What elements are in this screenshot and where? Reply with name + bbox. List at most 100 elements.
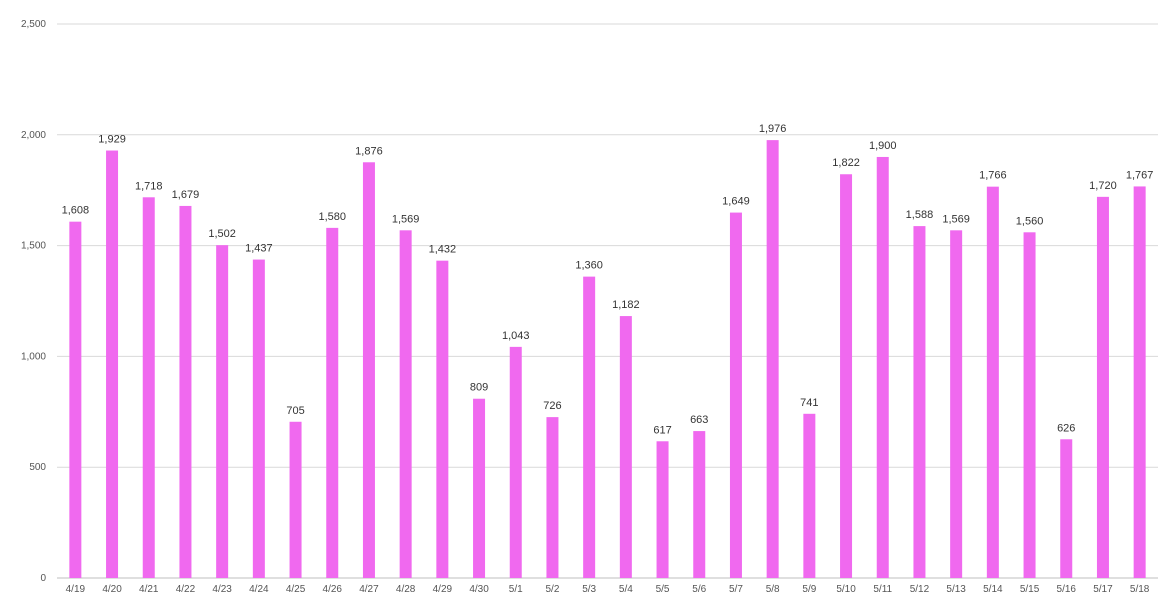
y-tick-label: 1,000 bbox=[21, 351, 46, 362]
x-tick-label: 4/28 bbox=[396, 584, 416, 595]
x-tick-label: 4/25 bbox=[286, 584, 306, 595]
data-label: 1,718 bbox=[135, 180, 163, 192]
x-tick-label: 5/1 bbox=[509, 584, 523, 595]
bar-5-16 bbox=[1060, 439, 1073, 578]
data-label: 741 bbox=[800, 397, 818, 409]
bar-5-17 bbox=[1096, 196, 1109, 578]
data-label: 1,437 bbox=[245, 243, 273, 255]
bar-4-20 bbox=[106, 150, 119, 578]
bar-5-5 bbox=[656, 441, 669, 578]
data-label: 1,876 bbox=[355, 145, 383, 157]
y-tick-label: 500 bbox=[29, 462, 46, 473]
data-label: 1,649 bbox=[722, 196, 750, 208]
bar-5-1 bbox=[509, 346, 522, 578]
x-tick-label: 5/14 bbox=[983, 584, 1003, 595]
x-tick-label: 4/19 bbox=[66, 584, 86, 595]
bar-5-7 bbox=[729, 212, 742, 578]
data-label: 705 bbox=[286, 405, 304, 417]
data-label: 1,502 bbox=[208, 228, 236, 240]
x-tick-label: 4/29 bbox=[433, 584, 453, 595]
data-label: 809 bbox=[470, 382, 488, 394]
data-label: 1,588 bbox=[906, 209, 934, 221]
bar-5-3 bbox=[583, 276, 596, 578]
bar-5-18 bbox=[1133, 186, 1146, 578]
y-tick-label: 1,500 bbox=[21, 241, 46, 252]
bar-5-6 bbox=[693, 431, 706, 578]
bar-5-12 bbox=[913, 226, 926, 579]
data-label: 1,929 bbox=[98, 134, 126, 146]
data-label: 663 bbox=[690, 414, 708, 426]
data-label: 1,360 bbox=[575, 260, 603, 272]
bar-5-11 bbox=[876, 156, 889, 578]
x-tick-label: 5/8 bbox=[766, 584, 780, 595]
data-label: 1,767 bbox=[1126, 169, 1154, 181]
x-tick-label: 4/27 bbox=[359, 584, 379, 595]
bar-5-10 bbox=[840, 174, 853, 578]
bar-5-2 bbox=[546, 417, 559, 578]
x-tick-label: 4/20 bbox=[102, 584, 122, 595]
x-tick-label: 5/16 bbox=[1057, 584, 1077, 595]
x-tick-label: 4/26 bbox=[323, 584, 343, 595]
bars-layer bbox=[69, 140, 1146, 579]
data-label: 1,560 bbox=[1016, 215, 1044, 227]
y-tick-label: 2,000 bbox=[21, 130, 46, 141]
x-tick-label: 4/23 bbox=[212, 584, 232, 595]
x-axis-ticks: 4/19 4/20 4/21 4/22 4/23 4/24 4/25 4/26 4/27 4/28… bbox=[66, 584, 1150, 595]
x-tick-label: 5/13 bbox=[946, 584, 966, 595]
bar-4-30 bbox=[473, 398, 486, 578]
bar-5-9 bbox=[803, 413, 816, 578]
x-tick-label: 5/10 bbox=[836, 584, 856, 595]
data-label: 1,432 bbox=[429, 244, 457, 256]
data-label: 617 bbox=[653, 424, 671, 436]
x-tick-label: 5/7 bbox=[729, 584, 743, 595]
bar-4-26 bbox=[326, 227, 339, 578]
bar-5-8 bbox=[766, 140, 779, 578]
y-tick-label: 0 bbox=[40, 573, 46, 584]
data-label: 726 bbox=[543, 400, 561, 412]
bar-4-28 bbox=[399, 230, 412, 578]
bar-4-19 bbox=[69, 221, 82, 578]
data-label: 1,822 bbox=[832, 157, 860, 169]
grid-layer bbox=[57, 23, 1158, 579]
data-label: 1,720 bbox=[1089, 180, 1117, 192]
x-tick-label: 5/15 bbox=[1020, 584, 1040, 595]
x-tick-label: 4/22 bbox=[176, 584, 196, 595]
y-tick-label: 2,500 bbox=[21, 19, 46, 30]
bar-4-21 bbox=[142, 197, 155, 578]
data-label: 1,976 bbox=[759, 123, 787, 135]
bar-5-4 bbox=[619, 316, 632, 578]
data-labels-layer: 1,608 1,929 1,718 1,679 1,502 1,437 705 1,580 1,… bbox=[62, 123, 1154, 436]
x-tick-label: 4/30 bbox=[469, 584, 489, 595]
bar-5-13 bbox=[950, 230, 963, 578]
data-label: 1,182 bbox=[612, 299, 640, 311]
y-axis-ticks: 0 500 1,000 1,500 2,000 2,500 bbox=[21, 19, 46, 584]
data-label: 1,043 bbox=[502, 330, 530, 342]
data-label: 626 bbox=[1057, 422, 1075, 434]
data-label: 1,900 bbox=[869, 140, 897, 152]
x-tick-label: 5/18 bbox=[1130, 584, 1150, 595]
x-tick-label: 5/2 bbox=[545, 584, 559, 595]
bar-4-23 bbox=[216, 245, 229, 578]
data-label: 1,569 bbox=[942, 213, 970, 225]
bar-4-22 bbox=[179, 205, 192, 578]
x-tick-label: 5/6 bbox=[692, 584, 706, 595]
data-label: 1,679 bbox=[172, 189, 200, 201]
x-tick-label: 5/3 bbox=[582, 584, 596, 595]
bar-4-25 bbox=[289, 421, 302, 578]
bar-4-27 bbox=[362, 162, 375, 579]
x-tick-label: 4/24 bbox=[249, 584, 269, 595]
x-tick-label: 5/11 bbox=[873, 584, 892, 595]
bar-5-15 bbox=[1023, 232, 1036, 578]
x-tick-label: 5/5 bbox=[656, 584, 670, 595]
data-label: 1,569 bbox=[392, 213, 420, 225]
x-tick-label: 5/12 bbox=[910, 584, 930, 595]
bar-4-24 bbox=[252, 259, 265, 578]
x-tick-label: 5/4 bbox=[619, 584, 633, 595]
data-label: 1,608 bbox=[62, 205, 90, 217]
data-label: 1,580 bbox=[318, 211, 346, 223]
bar-4-29 bbox=[436, 260, 449, 578]
data-label: 1,766 bbox=[979, 170, 1007, 182]
x-tick-label: 4/21 bbox=[139, 584, 159, 595]
